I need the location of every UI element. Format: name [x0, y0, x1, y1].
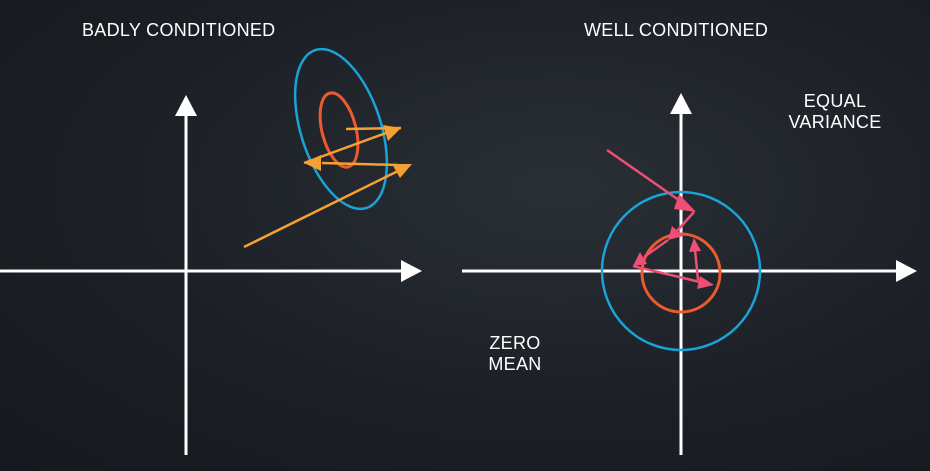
left-outer-contour: [293, 47, 389, 211]
left-contours: [293, 47, 389, 211]
right-outer-contour: [600, 190, 762, 352]
left-y-arrowhead: [175, 95, 197, 116]
right-x-arrowhead: [896, 260, 917, 282]
right-contours: [600, 190, 762, 352]
left-inner-contour: [318, 91, 360, 169]
badly-conditioned-title: BADLY CONDITIONED: [82, 20, 276, 40]
well-conditioned-title: WELL CONDITIONED: [584, 20, 769, 40]
equal-variance-label: EQUAL VARIANCE: [788, 91, 882, 132]
left-x-arrowhead: [401, 260, 422, 282]
right-y-arrowhead: [670, 93, 692, 114]
right-inner-contour: [640, 232, 722, 314]
left-gradient-steps: [243, 125, 412, 249]
right-axes: [462, 93, 917, 455]
left-axes: [0, 95, 422, 455]
zero-mean-label: ZERO MEAN: [488, 333, 542, 374]
right-gradient-steps: [606, 148, 714, 289]
